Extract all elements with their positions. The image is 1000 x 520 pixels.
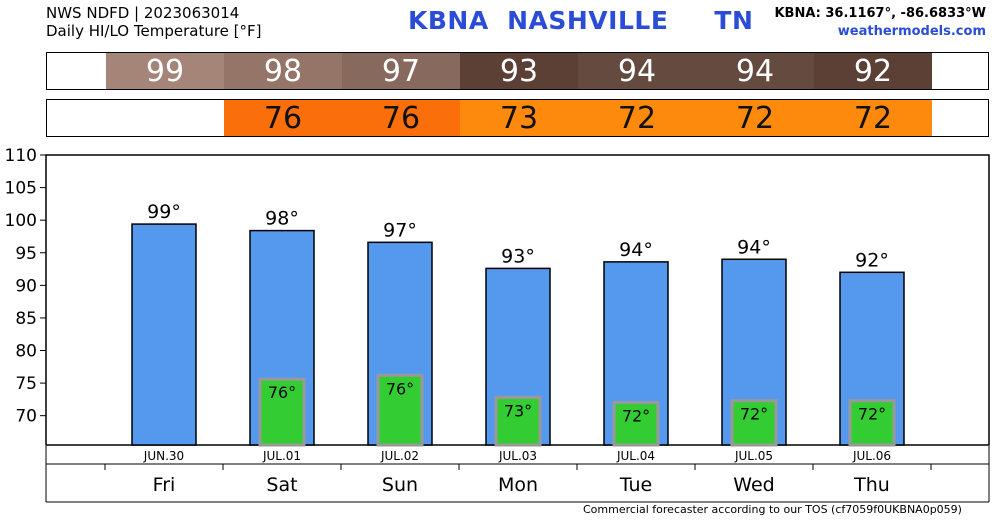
y-tick-label: 95 [15, 244, 37, 264]
lo-bar [494, 395, 542, 447]
hi-strip-cell: 98 [224, 53, 342, 89]
lo-strip-cell [106, 100, 224, 136]
date-label: JUL.02 [380, 449, 419, 463]
hi-bar-label: 93° [501, 245, 535, 267]
station-title: KBNA NASHVILLE TN [408, 6, 754, 35]
date-label: JUL.01 [262, 449, 301, 463]
date-label: JUL.03 [498, 449, 537, 463]
site-link[interactable]: weathermodels.com [837, 24, 986, 39]
header-right: KBNA: 36.1167°, -86.6833°W weathermodels… [774, 5, 986, 41]
lo-bar [376, 373, 424, 447]
hi-temperature-strip: 99 98 97 93 94 94 92 [46, 52, 989, 90]
y-tick-label: 70 [15, 407, 37, 427]
lo-strip-cell: 72 [578, 100, 696, 136]
hi-strip-cell: 99 [106, 53, 224, 89]
lo-strip-cell: 76 [342, 100, 460, 136]
lo-bar [730, 399, 778, 447]
station-coords: KBNA: 36.1167°, -86.6833°W [774, 6, 986, 21]
lo-bar-label: 72° [622, 407, 650, 426]
hi-bar [131, 223, 197, 446]
day-label: Thu [853, 474, 890, 496]
hi-bar-label: 98° [265, 208, 299, 230]
hi-strip-cell: 92 [814, 53, 932, 89]
header-info: NWS NDFD | 2023063014 Daily HI/LO Temper… [46, 4, 262, 40]
lo-temperature-strip: 76 76 73 72 72 72 [46, 99, 989, 137]
hi-bar-label: 92° [855, 249, 889, 271]
product-label: Daily HI/LO Temperature [°F] [46, 22, 262, 40]
day-label: Sun [382, 474, 418, 496]
lo-bar-label: 76° [268, 383, 296, 402]
hi-strip-cell: 94 [696, 53, 814, 89]
day-label: Mon [498, 474, 538, 496]
day-label: Fri [153, 474, 176, 496]
lo-bar [612, 401, 660, 447]
hi-bar-label: 99° [147, 201, 181, 223]
run-label: NWS NDFD | 2023063014 [46, 4, 240, 22]
date-label: JUL.05 [734, 449, 773, 463]
day-label: Tue [619, 474, 652, 496]
date-label: JUL.06 [852, 449, 891, 463]
y-tick-label: 80 [15, 342, 37, 362]
hi-strip-cell: 94 [578, 53, 696, 89]
y-tick-label: 105 [5, 179, 37, 199]
lo-bar [848, 399, 896, 447]
hi-bar-label: 97° [383, 219, 417, 241]
y-tick-label: 75 [15, 374, 37, 394]
lo-strip-cell: 72 [696, 100, 814, 136]
hi-strip-cell: 97 [342, 53, 460, 89]
hi-bar-label: 94° [619, 239, 653, 261]
lo-strip-cell: 73 [460, 100, 578, 136]
hi-bar-label: 94° [737, 236, 771, 258]
y-tick-label: 110 [5, 146, 37, 166]
lo-bar-label: 72° [740, 405, 768, 424]
y-tick-label: 100 [5, 211, 37, 231]
y-tick-label: 90 [15, 276, 37, 296]
lo-bar [258, 377, 306, 447]
lo-strip-cell: 72 [814, 100, 932, 136]
hi-strip-cell: 93 [460, 53, 578, 89]
day-label: Wed [733, 474, 774, 496]
date-label: JUN.30 [143, 449, 184, 463]
lo-strip-cell: 76 [224, 100, 342, 136]
lo-bar-label: 72° [858, 405, 886, 424]
footer-note: Commercial forecaster according to our T… [583, 503, 962, 516]
day-label: Sat [266, 474, 297, 496]
date-label: JUL.04 [616, 449, 655, 463]
lo-bar-label: 73° [504, 401, 532, 420]
y-tick-label: 85 [15, 309, 37, 329]
lo-bar-label: 76° [386, 379, 414, 398]
